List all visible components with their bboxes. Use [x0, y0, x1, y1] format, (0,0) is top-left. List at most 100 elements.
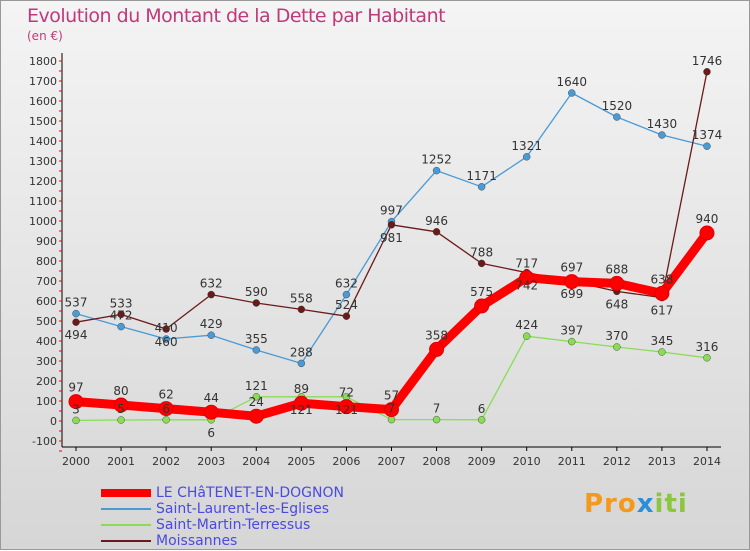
data-label: 7	[433, 402, 441, 416]
data-label: 121	[335, 403, 358, 417]
data-point	[609, 275, 625, 291]
data-label: 121	[245, 379, 268, 393]
x-tick-label: 2001	[107, 455, 135, 468]
legend-swatch	[101, 524, 151, 526]
data-point	[207, 331, 215, 339]
data-label: 638	[650, 272, 673, 286]
data-point	[477, 416, 486, 424]
data-label: 494	[65, 328, 88, 342]
data-label: 699	[560, 287, 583, 301]
data-label: 788	[470, 245, 493, 259]
data-point	[203, 404, 219, 420]
data-point	[68, 394, 84, 410]
data-label: 57	[384, 389, 399, 403]
data-label: 460	[155, 335, 178, 349]
data-label: 80	[113, 384, 128, 398]
x-tick-label: 2011	[558, 455, 586, 468]
data-label: 558	[290, 291, 313, 305]
data-label: 1171	[466, 169, 497, 183]
data-point	[387, 415, 396, 424]
data-label: 3	[72, 402, 80, 416]
data-label: 524	[335, 298, 358, 312]
legend-item: Saint-Laurent-les-Eglises	[101, 501, 344, 517]
data-point	[117, 416, 125, 424]
data-point	[564, 274, 580, 290]
y-tick-label: 1000	[29, 215, 57, 228]
data-label: 1746	[692, 54, 723, 68]
y-tick-label: -100	[32, 435, 57, 448]
x-tick-label: 2005	[287, 455, 315, 468]
data-label: 429	[200, 317, 223, 331]
data-label: 1640	[556, 75, 587, 89]
data-point	[293, 395, 309, 411]
data-point	[207, 290, 215, 299]
legend-swatch	[101, 489, 151, 497]
data-label: 537	[65, 296, 88, 310]
data-point	[568, 337, 576, 346]
data-point	[158, 401, 174, 417]
x-tick-label: 2002	[152, 455, 180, 468]
legend-label: LE CHâTENET-EN-DOGNON	[156, 485, 344, 501]
data-label: 345	[650, 334, 673, 348]
x-tick-label: 2003	[197, 455, 225, 468]
legend-label: Saint-Martin-Terressus	[156, 517, 311, 533]
data-label: 590	[245, 285, 268, 299]
data-label: 575	[470, 285, 493, 299]
x-tick-label: 2013	[648, 455, 676, 468]
data-label: 89	[294, 382, 309, 396]
legend-item: LE CHâTENET-EN-DOGNON	[101, 485, 344, 501]
y-tick-label: 200	[36, 375, 57, 388]
data-label: 717	[515, 257, 538, 271]
data-point	[72, 309, 80, 318]
data-point	[297, 305, 306, 314]
data-point	[342, 312, 351, 320]
y-tick-label: 1100	[29, 195, 57, 208]
data-point	[338, 399, 354, 415]
data-point	[252, 346, 260, 354]
data-point	[297, 359, 306, 368]
chart-title: Evolution du Montant de la Dette par Hab…	[27, 5, 446, 27]
data-point	[252, 393, 260, 401]
y-tick-label: 700	[36, 275, 57, 288]
data-label: 316	[696, 340, 719, 354]
data-point	[658, 348, 666, 356]
legend-swatch	[101, 508, 151, 510]
data-point	[703, 142, 711, 150]
data-point	[72, 416, 80, 425]
y-tick-label: 400	[36, 335, 57, 348]
data-label: 940	[696, 212, 719, 226]
data-label: 288	[290, 345, 313, 359]
data-label: 370	[605, 329, 628, 343]
x-tick-label: 2009	[468, 455, 496, 468]
x-tick-label: 2010	[513, 455, 541, 468]
data-point	[383, 402, 399, 418]
data-point	[613, 113, 621, 121]
x-tick-label: 2006	[332, 455, 360, 468]
x-tick-label: 2008	[423, 455, 451, 468]
legend-swatch	[101, 540, 151, 542]
data-label: 688	[605, 262, 628, 276]
data-point	[387, 221, 396, 229]
data-label: 6	[478, 402, 486, 416]
data-point	[162, 335, 170, 343]
data-label: 533	[110, 296, 133, 310]
x-tick-label: 2014	[693, 455, 721, 468]
data-point	[432, 166, 441, 175]
data-label: 410	[155, 321, 178, 335]
x-tick-label: 2012	[603, 455, 631, 468]
data-label: 617	[650, 304, 673, 318]
data-label: 7	[388, 402, 396, 416]
data-label: 97	[68, 381, 83, 395]
y-tick-label: 600	[36, 295, 57, 308]
data-label: 1520	[602, 99, 633, 113]
y-tick-label: 500	[36, 315, 57, 328]
data-label: 62	[158, 388, 173, 402]
data-label: 6	[162, 402, 170, 416]
y-tick-label: 1400	[29, 135, 57, 148]
data-point	[477, 183, 486, 191]
data-point	[699, 225, 715, 241]
data-point	[613, 343, 621, 351]
data-point	[162, 416, 170, 424]
data-point	[654, 285, 670, 301]
data-label: 397	[560, 324, 583, 338]
